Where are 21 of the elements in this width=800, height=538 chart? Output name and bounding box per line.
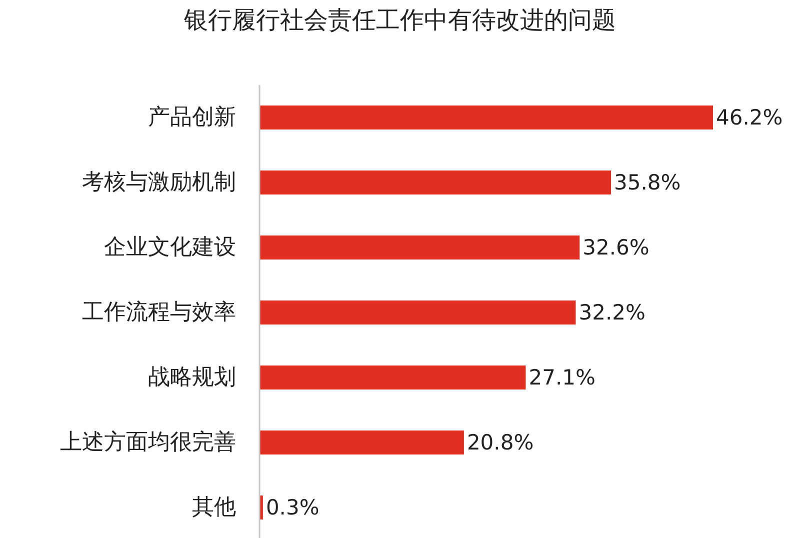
data-label: 46.2% xyxy=(716,106,783,130)
chart-title: 银行履行社会责任工作中有待改进的问题 xyxy=(183,6,616,34)
y-tick-label: 考核与激励机制 xyxy=(82,170,236,195)
y-tick-label: 上述方面均很完善 xyxy=(60,430,236,455)
data-label: 27.1% xyxy=(528,366,596,390)
bar xyxy=(260,430,464,454)
bar xyxy=(260,106,713,130)
bar xyxy=(260,300,576,324)
y-tick-label: 产品创新 xyxy=(148,105,236,130)
bar xyxy=(260,366,526,390)
bar xyxy=(260,236,580,260)
y-tick-label: 企业文化建设 xyxy=(104,235,236,260)
data-label: 0.3% xyxy=(266,496,320,520)
y-tick-label: 战略规划 xyxy=(148,365,236,390)
y-tick-label: 其他 xyxy=(192,495,236,520)
bar xyxy=(260,170,612,194)
y-tick-label: 工作流程与效率 xyxy=(82,300,236,325)
data-label: 32.2% xyxy=(578,300,646,324)
data-label: 35.8% xyxy=(614,170,681,194)
data-label: 32.6% xyxy=(582,236,650,260)
data-label: 20.8% xyxy=(466,430,534,454)
